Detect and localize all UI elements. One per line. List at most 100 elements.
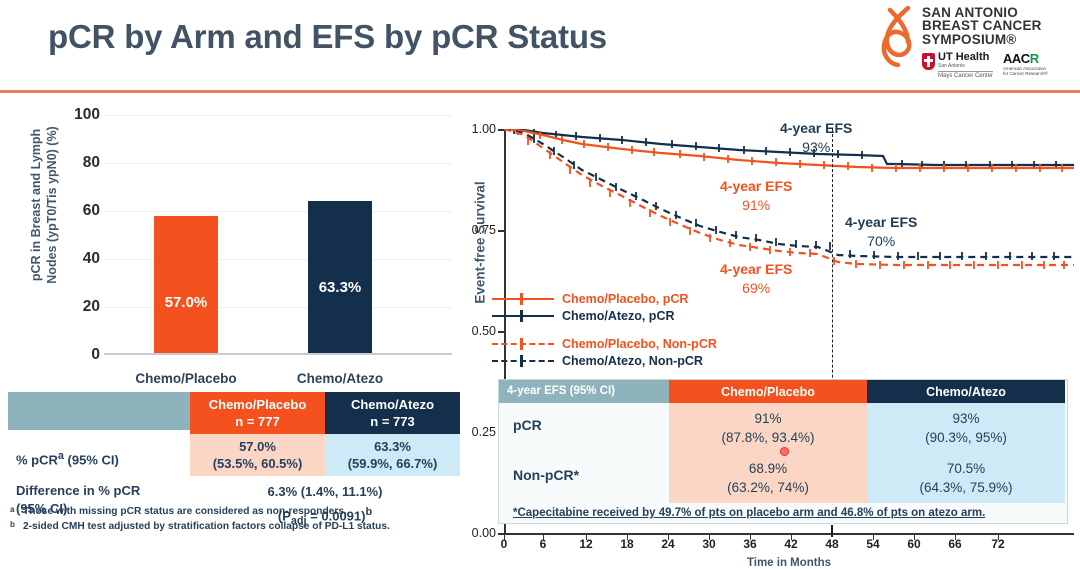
- efs-cell-nonpcr-atezo-ci: (64.3%, 75.9%): [919, 480, 1013, 495]
- bar-chemo-atezo[interactable]: 63.3%: [308, 201, 372, 353]
- efs-row-label-pcr: pCR: [513, 417, 542, 433]
- bar-chart-plot-area: 100 80 60 40 20 0 57.0% 63.3% Chemo/Plac…: [74, 106, 452, 386]
- km-ytick-0.25: 0.25: [471, 425, 496, 439]
- efs-cell-pcr-placebo-value: 91%: [754, 411, 782, 426]
- km-ytick-0.75: 0.75: [471, 223, 496, 237]
- pcr-header-placebo-label: Chemo/Placebo: [208, 397, 307, 412]
- km-annotation-atezo-pcr: 4-year EFS 93%: [780, 119, 852, 157]
- pvalue-post: = 0.0091): [306, 508, 366, 524]
- footnote-a: a Those with missing pCR status are cons…: [10, 504, 460, 519]
- km-legend: Chemo/Placebo, pCR Chemo/Atezo, pCR Chem…: [492, 290, 717, 369]
- km-ytick-0.00: 0.00: [471, 526, 496, 540]
- sabcs-logo-line1: SAN ANTONIO: [922, 5, 1018, 20]
- bar-chemo-placebo[interactable]: 57.0%: [154, 216, 218, 353]
- footnote-a-marker: a: [10, 505, 15, 514]
- km-annotation-atezo-nonpcr-line1: 4-year EFS: [845, 214, 918, 230]
- km-xtickmark-66: [955, 535, 957, 540]
- pcr-header-atezo-label: Chemo/Atezo: [350, 397, 435, 412]
- footnote-b-text: 2-sided CMH test adjusted by stratificat…: [23, 521, 390, 532]
- km-xtick-36: 36: [743, 537, 757, 551]
- pcr-cell-atezo-value: 63.3%: [374, 439, 411, 454]
- km-xtick-6: 6: [539, 537, 547, 551]
- aacr-name-r: R: [1029, 51, 1039, 66]
- km-xtick-24: 24: [661, 537, 675, 551]
- pcr-difference-pvalue: (Padj = 0.0091)b: [190, 502, 460, 531]
- km-xtickmark-0: [504, 535, 506, 540]
- pcr-cell-placebo-ci: (53.5%, 60.5%): [212, 456, 303, 471]
- efs-table-header-row: 4-year EFS (95% CI) Chemo/Placebo Chemo/…: [499, 380, 1067, 403]
- table-header-row: Chemo/Placebo n = 777 Chemo/Atezo n = 77…: [8, 392, 460, 434]
- sabcs-logo-text: SAN ANTONIO BREAST CANCER SYMPOSIUM®: [922, 5, 1042, 47]
- efs-cell-pcr-placebo-ci: (87.8%, 93.4%): [721, 430, 815, 445]
- efs-cell-nonpcr-placebo-ci: (63.2%, 74%): [727, 480, 809, 495]
- pcr-difference-value-line1: 6.3% (1.4%, 11.1%): [267, 484, 383, 499]
- efs-kaplan-meier-chart: Event-free Survival 1.00 0.75 0.50 0.25 …: [430, 105, 1080, 570]
- pcr-table-header-atezo: Chemo/Atezo n = 773: [325, 392, 460, 434]
- km-xtick-42: 42: [784, 537, 798, 551]
- bar-y-label-line1: pCR in Breast and Lymph: [29, 128, 43, 282]
- bar-ytick-20: 20: [82, 298, 100, 315]
- km-curves: [504, 129, 1074, 269]
- km-xtickmark-30: [709, 535, 711, 540]
- km-legend-item-placebo-nonpcr[interactable]: Chemo/Placebo, Non-pCR: [492, 335, 717, 352]
- km-legend-label-atezo-pcr: Chemo/Atezo, pCR: [562, 308, 675, 323]
- pcr-cell-atezo: 63.3% (59.9%, 66.7%): [325, 434, 460, 476]
- km-annotation-placebo-nonpcr-line2: 69%: [742, 280, 771, 296]
- km-xtickmark-72: [998, 535, 1000, 540]
- pvalue-pre: (P: [277, 508, 291, 524]
- ut-health-name: UT Health: [938, 51, 990, 63]
- km-xtickmark-24: [668, 535, 670, 540]
- km-ytickmark-0.00: [498, 533, 504, 535]
- km-legend-item-atezo-pcr[interactable]: Chemo/Atezo, pCR: [492, 307, 717, 324]
- km-legend-label-placebo-nonpcr: Chemo/Placebo, Non-pCR: [562, 336, 717, 351]
- table-row: % pCRa (95% CI) 57.0% (53.5%, 60.5%) 63.…: [8, 434, 460, 476]
- km-y-axis: [504, 129, 506, 533]
- pcr-table-footnotes: a Those with missing pCR status are cons…: [10, 504, 460, 534]
- ut-shield-icon: [922, 53, 935, 70]
- km-legend-key-atezo-nonpcr: [492, 354, 554, 368]
- km-legend-item-atezo-nonpcr[interactable]: Chemo/Atezo, Non-pCR: [492, 352, 717, 369]
- bar-gridline-100: [104, 115, 452, 116]
- km-series-atezo-nonpcr: [504, 129, 1074, 260]
- km-legend-item-placebo-pcr[interactable]: Chemo/Placebo, pCR: [492, 290, 717, 307]
- km-48-month-reference-line: [832, 129, 833, 533]
- km-x-axis-label: Time in Months: [746, 557, 832, 569]
- bar-gridline-60: [104, 211, 452, 212]
- pcr-row-label-sup: a: [57, 450, 64, 463]
- efs-cell-nonpcr-atezo: 70.5% (64.3%, 75.9%): [867, 453, 1065, 503]
- km-xtick-12: 12: [579, 537, 593, 551]
- km-xtickmark-6: [543, 535, 545, 540]
- efs-table-header-atezo: Chemo/Atezo: [867, 380, 1065, 403]
- pcr-cell-placebo-value: 57.0%: [239, 439, 276, 454]
- km-annotation-placebo-pcr-line1: 4-year EFS: [720, 178, 793, 194]
- ut-health-center: Mays Cancer Center: [938, 71, 994, 79]
- pcr-difference-label-line2: (95% CI): [16, 501, 68, 516]
- sabcs-logo-line3: SYMPOSIUM®: [922, 31, 1017, 47]
- km-xtick-60: 60: [907, 537, 921, 551]
- km-annotation-atezo-nonpcr-line2: 70%: [867, 233, 896, 249]
- bar-category-chemo-atezo: Chemo/Atezo: [296, 371, 384, 386]
- km-annotation-atezo-nonpcr: 4-year EFS 70%: [845, 213, 917, 251]
- footnote-b-marker: b: [10, 520, 15, 529]
- km-xtickmark-18: [627, 535, 629, 540]
- bar-gridline-80: [104, 163, 452, 164]
- efs-table-header-placebo: Chemo/Placebo: [669, 380, 867, 403]
- aacr-sub1: American Association: [1003, 66, 1047, 71]
- km-xtick-48: 48: [825, 537, 839, 551]
- pcr-difference-label-line1: Difference in % pCR: [16, 483, 141, 498]
- bar-ytick-0: 0: [91, 346, 100, 363]
- km-xtick-54: 54: [866, 537, 880, 551]
- km-y-axis-label: Event-free Survival: [472, 181, 488, 304]
- km-xtickmark-54: [873, 535, 875, 540]
- km-xtickmark-12: [586, 535, 588, 540]
- sabcs-ribbon-icon: [881, 6, 912, 68]
- efs-row-label-nonpcr: Non-pCR*: [513, 467, 580, 483]
- pcr-bar-chart: pCR in Breast and Lymph Nodes (ypT0/Tis …: [8, 105, 460, 386]
- pcr-summary-table: Chemo/Placebo n = 777 Chemo/Atezo n = 77…: [8, 392, 460, 531]
- km-xtick-18: 18: [620, 537, 634, 551]
- bar-ytick-100: 100: [74, 106, 100, 123]
- header-divider: [0, 90, 1080, 93]
- km-annotation-placebo-nonpcr-line1: 4-year EFS: [720, 261, 793, 277]
- km-series-placebo-pcr: [504, 129, 1074, 172]
